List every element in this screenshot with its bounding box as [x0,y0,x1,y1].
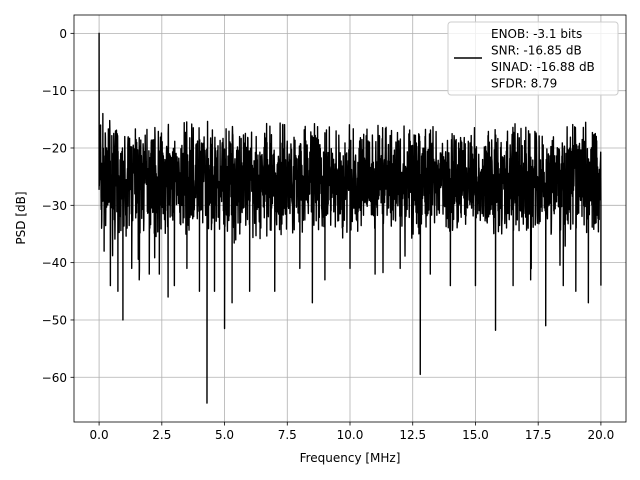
legend-box [447,21,619,96]
legend: ENOB: -3.1 bits SNR: -16.85 dB SINAD: -16.… [447,21,619,96]
y-tick-label: −50 [42,313,67,327]
y-axis: 0 −10 −20 −30 −40 −50 −60 [42,27,74,385]
legend-line-text: SNR: -16.85 dB [491,44,582,58]
y-tick-label: −30 [42,199,67,213]
psd-series-line [98,32,602,404]
x-tick-label: 7.5 [278,428,297,442]
y-tick-label: −20 [42,141,67,155]
y-tick-label: −60 [42,371,67,385]
legend-label: ENOB: -3.1 bits SNR: -16.85 dB SINAD: -16.… [491,27,595,91]
legend-line-text: SFDR: 8.79 [491,77,557,91]
y-tick-label: 0 [59,27,67,41]
x-tick-label: 5.0 [215,428,234,442]
x-tick-label: 10.0 [337,428,364,442]
x-axis-label: Frequency [MHz] [300,451,401,465]
x-tick-label: 15.0 [462,428,489,442]
legend-line-text: ENOB: -3.1 bits [491,27,582,41]
y-tick-label: −40 [42,256,67,270]
x-tick-label: 17.5 [525,428,552,442]
x-axis: 0.0 2.5 5.0 7.5 10.0 12.5 15.0 17.5 20.0 [90,422,615,442]
y-tick-label: −10 [42,84,67,98]
legend-line-text: SINAD: -16.88 dB [491,60,595,74]
x-tick-label: 12.5 [399,428,426,442]
x-tick-label: 2.5 [152,428,171,442]
series-layer [98,32,602,404]
x-tick-label: 0.0 [90,428,109,442]
x-tick-label: 20.0 [588,428,615,442]
y-axis-label: PSD [dB] [14,191,28,244]
